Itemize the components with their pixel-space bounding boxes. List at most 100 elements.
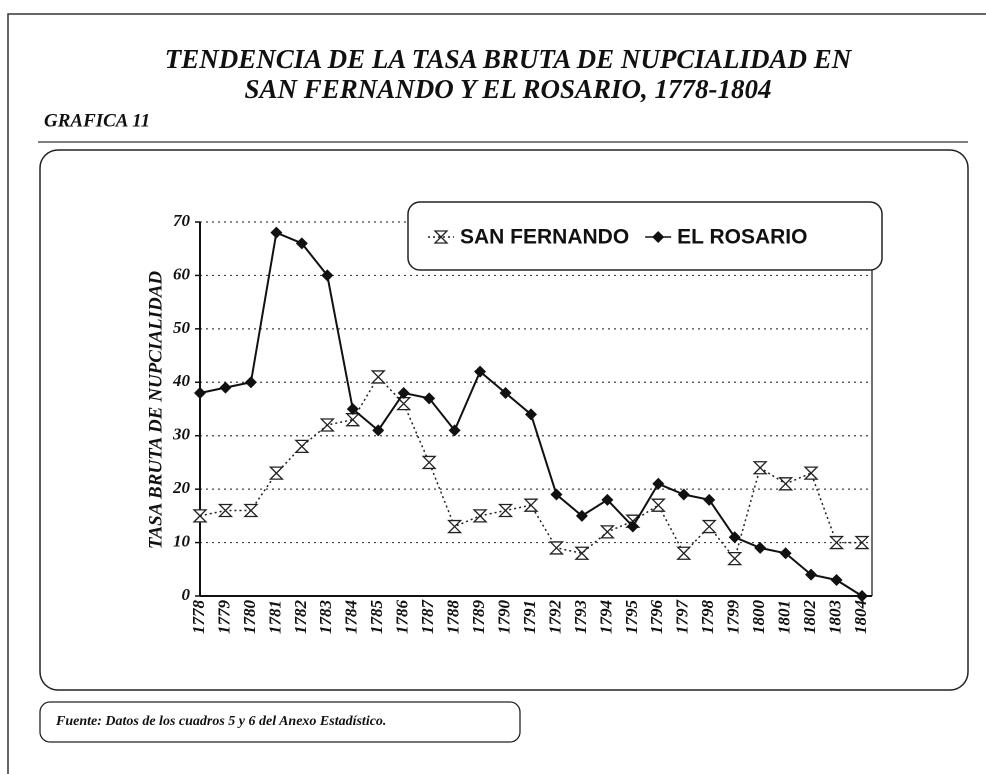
marker (856, 590, 868, 602)
marker (244, 376, 257, 389)
y-tick-label: 50 (173, 318, 191, 337)
x-tick-label: 1799 (724, 600, 743, 635)
marker (474, 365, 487, 378)
y-tick-label: 60 (173, 264, 191, 283)
marker (523, 498, 539, 512)
x-tick-label: 1792 (545, 600, 564, 635)
marker (575, 509, 588, 522)
x-tick-label: 1793 (571, 600, 590, 635)
marker (270, 226, 283, 239)
marker (447, 519, 463, 534)
x-tick-label: 1791 (520, 600, 539, 634)
x-tick-label: 1784 (342, 600, 361, 634)
marker (677, 488, 690, 501)
x-tick-label: 1804 (851, 600, 870, 634)
marker (321, 269, 334, 282)
marker (319, 418, 335, 432)
marker (525, 408, 537, 421)
marker (423, 392, 436, 405)
marker (397, 386, 410, 399)
marker (652, 477, 665, 490)
marker (701, 519, 717, 534)
x-tick-label: 1790 (494, 600, 513, 635)
source-note: Fuente: Datos de los cuadros 5 y 6 del A… (55, 714, 386, 729)
x-tick-label: 1785 (367, 600, 386, 635)
marker (752, 461, 768, 475)
marker (370, 370, 386, 384)
marker (295, 237, 308, 250)
x-tick-label: 1779 (214, 600, 233, 635)
x-tick-label: 1798 (698, 600, 717, 635)
marker (803, 466, 819, 480)
x-tick-label: 1797 (673, 599, 692, 635)
marker (727, 551, 743, 566)
marker (676, 546, 692, 560)
chart-title: SAN FERNANDO Y EL ROSARIO, 1778-1804 (244, 74, 771, 104)
marker (448, 424, 461, 437)
x-tick-label: 1801 (775, 600, 794, 634)
marker (268, 466, 284, 480)
legend-box (407, 201, 883, 271)
marker (828, 535, 845, 550)
marker (421, 455, 437, 470)
page-frame (7, 13, 986, 774)
marker (830, 573, 843, 586)
x-tick-label: 1780 (240, 600, 259, 635)
legend-label: SAN FERNANDO (460, 226, 629, 249)
marker (499, 386, 512, 399)
chart-title: TENDENCIA DE LA TASA BRUTA DE NUPCIALIDA… (165, 44, 853, 74)
marker (497, 503, 514, 518)
marker (194, 386, 206, 399)
x-tick-label: 1800 (749, 600, 768, 635)
x-tick-label: 1782 (291, 600, 310, 635)
marker (574, 546, 590, 560)
chart-box (39, 149, 969, 691)
y-tick-label: 30 (172, 425, 191, 444)
marker (217, 503, 234, 518)
marker (703, 493, 716, 506)
marker (805, 568, 818, 581)
marker (345, 413, 361, 427)
marker (599, 525, 615, 539)
source-box (39, 701, 521, 743)
marker (219, 381, 232, 394)
marker (396, 397, 412, 411)
marker (472, 509, 488, 523)
marker (550, 488, 563, 501)
marker (728, 531, 741, 544)
marker (854, 535, 870, 550)
x-tick-label: 1802 (800, 600, 819, 635)
y-tick-label: 40 (172, 371, 191, 390)
y-axis-label: TASA BRUTA DE NUPCIALIDAD (145, 271, 166, 549)
x-tick-label: 1796 (647, 600, 666, 635)
marker (294, 439, 310, 454)
marker (243, 503, 259, 518)
marker (192, 509, 208, 523)
marker (372, 424, 385, 437)
legend-label: EL ROSARIO (677, 226, 807, 249)
y-tick-label: 0 (182, 585, 191, 604)
x-tick-label: 1787 (418, 599, 437, 635)
x-tick-label: 1778 (189, 600, 208, 635)
marker (778, 477, 794, 491)
x-tick-label: 1795 (622, 600, 641, 635)
marker (601, 493, 614, 506)
series-line (199, 375, 862, 561)
marker (779, 547, 792, 560)
marker (754, 541, 767, 554)
marker (433, 230, 449, 244)
x-tick-label: 1781 (265, 600, 284, 634)
x-tick-label: 1803 (825, 600, 844, 635)
y-tick-label: 70 (173, 211, 191, 230)
marker (652, 231, 665, 243)
marker (548, 541, 565, 555)
marker (626, 520, 639, 533)
x-tick-label: 1789 (469, 600, 488, 635)
x-tick-label: 1788 (444, 600, 463, 635)
marker (346, 403, 359, 415)
y-tick-label: 20 (172, 478, 191, 497)
marker (650, 498, 666, 512)
x-tick-label: 1794 (596, 600, 615, 634)
x-tick-label: 1783 (316, 600, 335, 635)
